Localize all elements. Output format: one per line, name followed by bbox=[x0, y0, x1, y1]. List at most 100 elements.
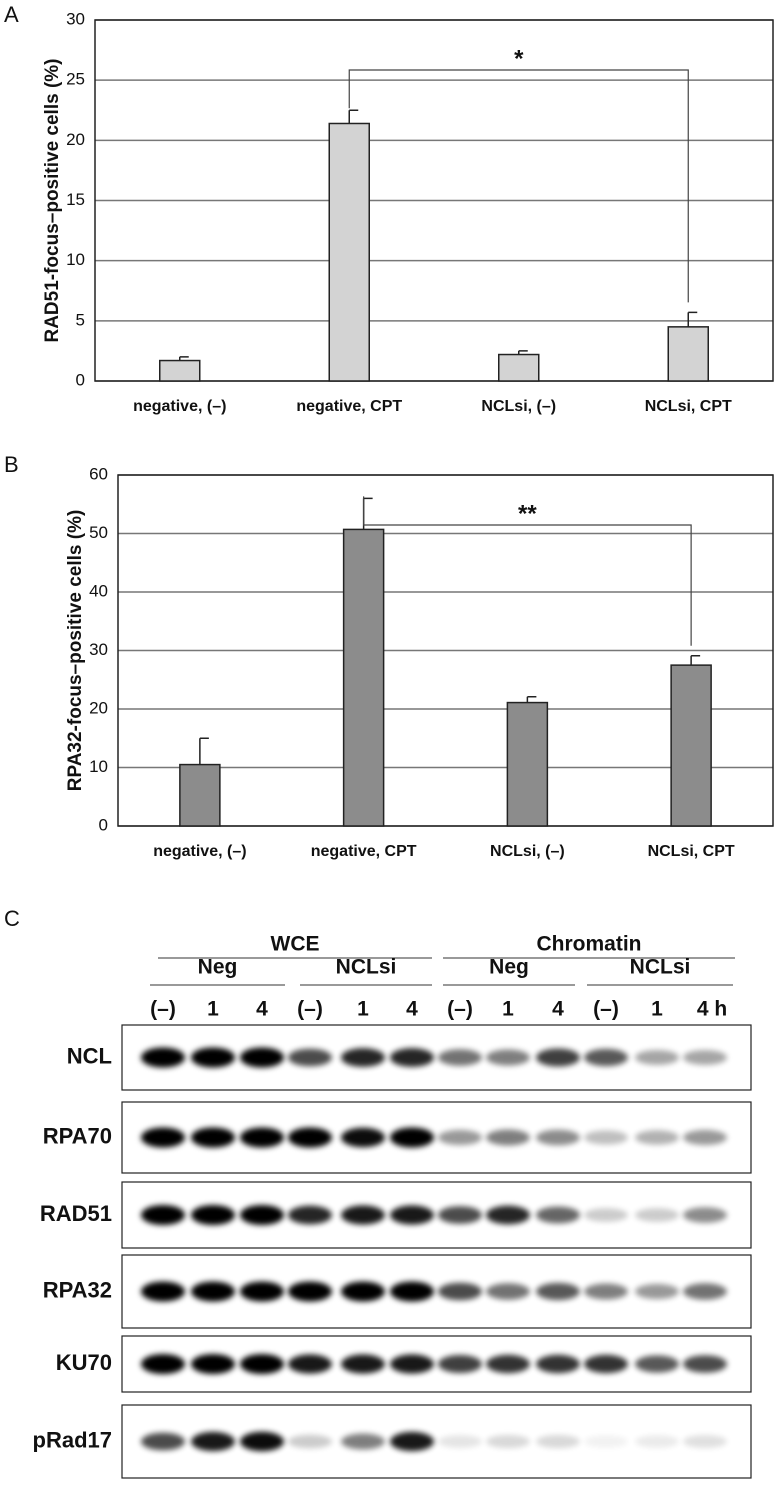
y-tick-label: 25 bbox=[66, 70, 85, 89]
blot-band bbox=[584, 1354, 628, 1374]
blot-band bbox=[341, 1127, 385, 1148]
significance-mark: * bbox=[514, 45, 524, 72]
x-tick-label: negative, CPT bbox=[296, 398, 402, 415]
blot-band bbox=[635, 1355, 679, 1373]
error-bar bbox=[199, 737, 209, 765]
significance-mark: ** bbox=[518, 500, 537, 527]
blot-band bbox=[141, 1281, 185, 1302]
blot-band bbox=[240, 1281, 284, 1302]
significance-bracket bbox=[363, 496, 692, 646]
bar bbox=[498, 353, 540, 382]
lane-label: 4 h bbox=[697, 998, 727, 1021]
blot-band bbox=[683, 1355, 727, 1373]
blot-band bbox=[240, 1205, 284, 1225]
y-tick-label: 10 bbox=[89, 757, 108, 776]
blot-band bbox=[390, 1205, 434, 1225]
blot-band bbox=[390, 1281, 434, 1302]
error-bar bbox=[518, 350, 528, 355]
row-label: pRad17 bbox=[33, 1427, 112, 1452]
bar bbox=[342, 528, 385, 827]
row-label: RAD51 bbox=[40, 1201, 112, 1226]
blot-band bbox=[635, 1050, 679, 1065]
blot-band bbox=[191, 1281, 235, 1302]
blot-band bbox=[341, 1281, 385, 1302]
blot-band bbox=[438, 1355, 482, 1373]
group-label: WCE bbox=[271, 933, 320, 956]
blot-band bbox=[390, 1431, 434, 1452]
blot-band bbox=[536, 1434, 580, 1449]
blot-band bbox=[341, 1048, 385, 1067]
blot-band bbox=[438, 1206, 482, 1224]
y-tick-label: 60 bbox=[89, 464, 108, 483]
blot-band bbox=[683, 1435, 727, 1448]
blot-band bbox=[486, 1283, 530, 1300]
x-tick-label: negative, (–) bbox=[153, 843, 246, 860]
y-tick-label: 10 bbox=[66, 250, 85, 269]
blot-band bbox=[486, 1205, 530, 1225]
subgroup-label: Neg bbox=[489, 956, 529, 979]
y-tick-label: 0 bbox=[99, 815, 108, 834]
blot-band bbox=[191, 1354, 235, 1374]
blot-band bbox=[191, 1205, 235, 1225]
subgroup-label: NCLsi bbox=[630, 956, 691, 979]
blot-band bbox=[288, 1205, 332, 1225]
blot-band bbox=[683, 1207, 727, 1223]
blot-band bbox=[288, 1127, 332, 1148]
lane-label: (–) bbox=[150, 998, 176, 1021]
blot-band bbox=[683, 1283, 727, 1300]
blot-band bbox=[635, 1283, 679, 1300]
blot-band bbox=[536, 1206, 580, 1224]
blot-band bbox=[536, 1354, 580, 1374]
blot-band bbox=[288, 1048, 332, 1067]
blot-band bbox=[341, 1205, 385, 1225]
blot-band bbox=[141, 1047, 185, 1068]
error-bar bbox=[526, 695, 537, 703]
y-axis-label: RPA32-focus–positive cells (%) bbox=[65, 510, 86, 792]
blot-band bbox=[288, 1354, 332, 1374]
group-label: Chromatin bbox=[537, 933, 642, 956]
bar bbox=[506, 701, 549, 827]
x-tick-label: NCLsi, CPT bbox=[648, 843, 735, 860]
blot-band bbox=[240, 1431, 284, 1452]
blot-band bbox=[341, 1433, 385, 1450]
blot-band bbox=[191, 1127, 235, 1148]
blot-band bbox=[486, 1434, 530, 1449]
bar bbox=[179, 763, 221, 827]
blot-band bbox=[141, 1354, 185, 1374]
blot-band bbox=[584, 1283, 628, 1300]
row-label: RPA32 bbox=[43, 1277, 112, 1302]
row-label: KU70 bbox=[56, 1350, 112, 1375]
lane-label: (–) bbox=[297, 998, 323, 1021]
lane-label: 1 bbox=[502, 998, 514, 1021]
y-tick-label: 20 bbox=[89, 698, 108, 717]
x-tick-label: negative, CPT bbox=[311, 843, 417, 860]
panel-label: A bbox=[4, 2, 19, 27]
bar bbox=[667, 326, 709, 382]
x-tick-label: NCLsi, (–) bbox=[490, 843, 565, 860]
blot-band bbox=[240, 1127, 284, 1148]
blot-band bbox=[141, 1127, 185, 1148]
blot-band bbox=[486, 1354, 530, 1374]
blot-band bbox=[486, 1129, 530, 1146]
blot-band bbox=[536, 1282, 580, 1301]
error-bar bbox=[348, 109, 359, 124]
blot-band bbox=[438, 1049, 482, 1066]
row-label: NCL bbox=[67, 1043, 112, 1068]
blot-band bbox=[390, 1127, 434, 1148]
blot-band bbox=[191, 1047, 235, 1068]
y-tick-label: 40 bbox=[89, 581, 108, 600]
bar bbox=[670, 664, 712, 827]
blot-band bbox=[584, 1130, 628, 1145]
error-bar bbox=[690, 655, 701, 666]
blot-band bbox=[635, 1435, 679, 1448]
blot-band bbox=[635, 1208, 679, 1222]
blot-band bbox=[584, 1435, 628, 1448]
blot-band bbox=[536, 1129, 580, 1146]
blot-band bbox=[141, 1205, 185, 1225]
row-label: RPA70 bbox=[43, 1123, 112, 1148]
y-tick-label: 50 bbox=[89, 523, 108, 542]
blot-band bbox=[390, 1048, 434, 1067]
lane-label: (–) bbox=[447, 998, 473, 1021]
blot-band bbox=[584, 1048, 628, 1067]
